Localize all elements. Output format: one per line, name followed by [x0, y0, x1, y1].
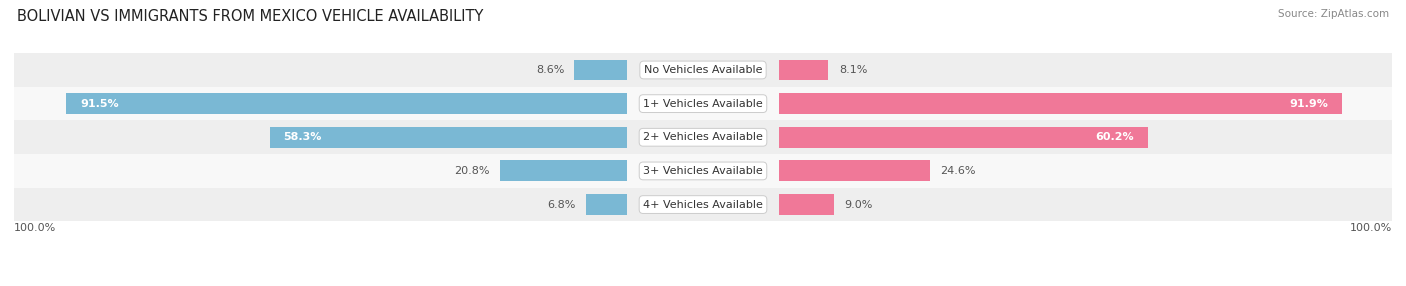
Text: No Vehicles Available: No Vehicles Available: [644, 65, 762, 75]
Text: 6.8%: 6.8%: [547, 200, 575, 210]
Legend: Bolivian, Immigrants from Mexico: Bolivian, Immigrants from Mexico: [574, 284, 832, 286]
Bar: [575, 59, 627, 80]
Text: 24.6%: 24.6%: [941, 166, 976, 176]
Text: Source: ZipAtlas.com: Source: ZipAtlas.com: [1278, 9, 1389, 19]
Text: 91.5%: 91.5%: [80, 99, 118, 109]
Text: 91.9%: 91.9%: [1289, 99, 1329, 109]
Bar: [585, 194, 627, 215]
Text: 1+ Vehicles Available: 1+ Vehicles Available: [643, 99, 763, 109]
Bar: [14, 53, 1392, 87]
Text: 20.8%: 20.8%: [454, 166, 489, 176]
Text: BOLIVIAN VS IMMIGRANTS FROM MEXICO VEHICLE AVAILABILITY: BOLIVIAN VS IMMIGRANTS FROM MEXICO VEHIC…: [17, 9, 484, 23]
Text: 2+ Vehicles Available: 2+ Vehicles Available: [643, 132, 763, 142]
Bar: [66, 93, 627, 114]
Text: 100.0%: 100.0%: [1350, 223, 1392, 233]
Bar: [270, 127, 627, 148]
Text: 60.2%: 60.2%: [1095, 132, 1135, 142]
Bar: [779, 127, 1147, 148]
Text: 100.0%: 100.0%: [14, 223, 56, 233]
Bar: [779, 194, 834, 215]
Bar: [499, 160, 627, 181]
Text: 4+ Vehicles Available: 4+ Vehicles Available: [643, 200, 763, 210]
Bar: [14, 120, 1392, 154]
Bar: [14, 87, 1392, 120]
Bar: [14, 154, 1392, 188]
Text: 58.3%: 58.3%: [284, 132, 322, 142]
Bar: [14, 188, 1392, 221]
Text: 8.1%: 8.1%: [839, 65, 868, 75]
Text: 8.6%: 8.6%: [536, 65, 564, 75]
Bar: [779, 160, 929, 181]
Text: 9.0%: 9.0%: [844, 200, 873, 210]
Bar: [779, 59, 828, 80]
Text: 3+ Vehicles Available: 3+ Vehicles Available: [643, 166, 763, 176]
Bar: [779, 93, 1343, 114]
